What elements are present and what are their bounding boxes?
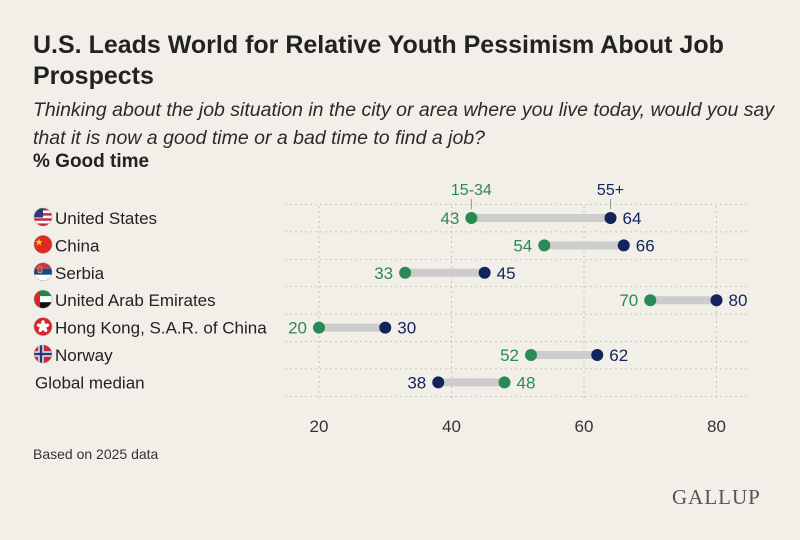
series-label: 55+ [597,182,624,199]
category-label: Norway [55,346,113,365]
footnote: Based on 2025 data [33,446,159,462]
old-dot [710,294,723,307]
old-dot [379,321,392,334]
value-label: 45 [497,264,516,283]
young-dot [465,212,478,224]
gallup-logo: GALLUP [672,485,761,509]
value-label: 70 [619,291,638,310]
young-dot [644,294,657,307]
value-label: 62 [609,346,628,365]
value-label: 80 [729,291,748,310]
young-dot [538,239,551,252]
value-label: 48 [517,373,536,392]
young-dot [399,266,412,279]
value-label: 30 [397,319,416,338]
value-label: 43 [440,209,459,228]
chart-title: U.S. Leads World for Relative Youth Pess… [33,31,724,90]
old-dot [432,376,445,389]
category-label: United Arab Emirates [55,291,216,310]
value-label: 64 [623,209,642,228]
value-label: 54 [513,236,532,255]
young-dot [498,376,511,389]
x-tick-label: 20 [310,417,329,436]
value-label: 33 [374,264,393,283]
value-label: 20 [288,319,307,338]
x-tick-label: 60 [575,417,594,436]
norway-flag-icon [33,344,53,364]
young-dot [525,349,537,361]
old-dot [591,349,604,361]
old-dot [617,239,630,252]
category-label: China [55,236,100,255]
value-label: 66 [636,236,655,255]
value-label: 52 [500,346,519,365]
x-tick-label: 80 [707,417,726,436]
x-tick-label: 40 [442,417,461,436]
serbia-flag-icon [33,262,53,282]
old-dot [604,212,617,224]
series-label: 15-34 [451,182,492,199]
us-flag-icon [33,207,53,227]
china-flag-icon [33,235,53,254]
hong-kong-flag-icon [33,317,53,336]
category-label: United States [55,209,157,228]
chart-subtitle: Thinking about the job situation in the … [33,99,775,149]
uae-flag-icon [33,289,53,309]
young-dot [313,321,325,334]
old-dot [478,266,491,279]
category-label: Serbia [55,264,105,283]
measure-label: % Good time [33,151,150,172]
category-label: Global median [35,373,145,392]
category-label: Hong Kong, S.A.R. of China [55,319,267,338]
value-label: 38 [407,373,426,392]
